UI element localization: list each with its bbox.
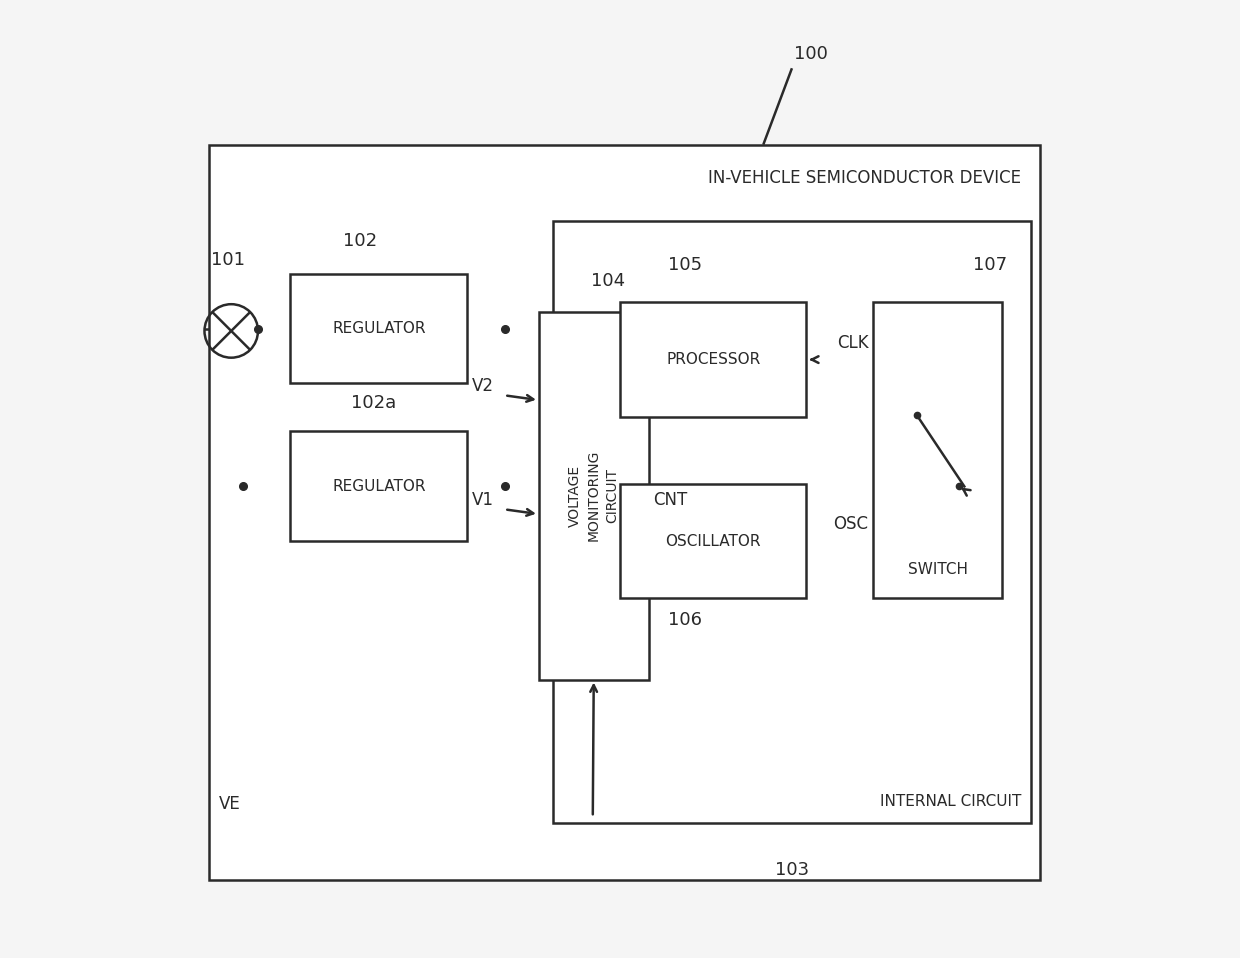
Text: V2: V2	[472, 377, 494, 396]
Text: VE: VE	[218, 795, 241, 813]
Bar	[290, 431, 467, 541]
Text: 105: 105	[668, 256, 702, 274]
Text: REGULATOR: REGULATOR	[332, 321, 425, 336]
Text: SWITCH: SWITCH	[908, 562, 967, 578]
Bar	[620, 484, 806, 599]
Text: 100: 100	[794, 45, 828, 63]
Text: 101: 101	[211, 251, 246, 269]
Text: IN-VEHICLE SEMICONDUCTOR DEVICE: IN-VEHICLE SEMICONDUCTOR DEVICE	[708, 169, 1022, 187]
Bar	[539, 312, 649, 679]
Bar	[553, 221, 1030, 823]
Text: VOLTAGE
MONITORING
CIRCUIT: VOLTAGE MONITORING CIRCUIT	[568, 450, 619, 541]
Text: OSCILLATOR: OSCILLATOR	[666, 534, 761, 549]
Text: 107: 107	[973, 256, 1008, 274]
Text: 102: 102	[343, 232, 377, 250]
Text: 104: 104	[591, 272, 625, 290]
Text: CNT: CNT	[653, 491, 688, 510]
Text: REGULATOR: REGULATOR	[332, 479, 425, 493]
Text: OSC: OSC	[833, 515, 868, 534]
Bar	[620, 303, 806, 417]
Text: V1: V1	[472, 491, 494, 510]
Text: CLK: CLK	[837, 334, 868, 352]
Text: PROCESSOR: PROCESSOR	[666, 353, 760, 367]
Text: INTERNAL CIRCUIT: INTERNAL CIRCUIT	[880, 793, 1022, 809]
Text: 106: 106	[668, 611, 702, 628]
Text: 103: 103	[775, 861, 808, 879]
Text: 102a: 102a	[351, 394, 396, 412]
Bar	[210, 145, 1040, 880]
Bar	[290, 274, 467, 383]
Bar	[873, 303, 1002, 599]
